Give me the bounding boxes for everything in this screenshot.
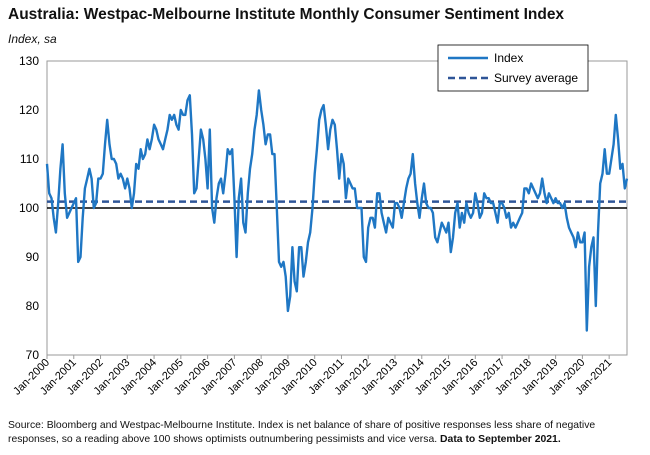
y-tick-label: 90 xyxy=(26,250,40,264)
y-tick-label: 120 xyxy=(19,103,39,117)
legend-index-label: Index xyxy=(494,51,523,65)
y-tick-label: 130 xyxy=(19,54,39,68)
legend-box xyxy=(437,44,589,92)
y-tick-label: 100 xyxy=(19,201,39,215)
legend: Index Survey average xyxy=(437,44,589,92)
chart-title: Australia: Westpac-Melbourne Institute M… xyxy=(8,6,565,23)
source-text: Source: Bloomberg and Westpac-Melbourne … xyxy=(8,420,596,445)
source-note: Source: Bloomberg and Westpac-Melbourne … xyxy=(8,419,638,447)
y-tick-label: 110 xyxy=(20,152,39,166)
index-series-line xyxy=(45,89,629,332)
legend-average-label: Survey average xyxy=(494,71,578,85)
y-tick-label: 70 xyxy=(26,348,40,362)
y-tick-label: 80 xyxy=(26,299,40,313)
source-data-date: Data to September 2021. xyxy=(440,434,561,445)
y-axis-label: Index, sa xyxy=(8,32,57,46)
